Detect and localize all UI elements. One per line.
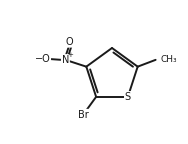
Text: N: N: [62, 55, 69, 65]
Text: S: S: [125, 92, 131, 102]
Text: Br: Br: [78, 110, 89, 120]
Text: +: +: [67, 52, 73, 58]
Text: CH₃: CH₃: [161, 55, 177, 64]
Text: −O: −O: [35, 54, 50, 64]
Text: O: O: [66, 37, 73, 47]
